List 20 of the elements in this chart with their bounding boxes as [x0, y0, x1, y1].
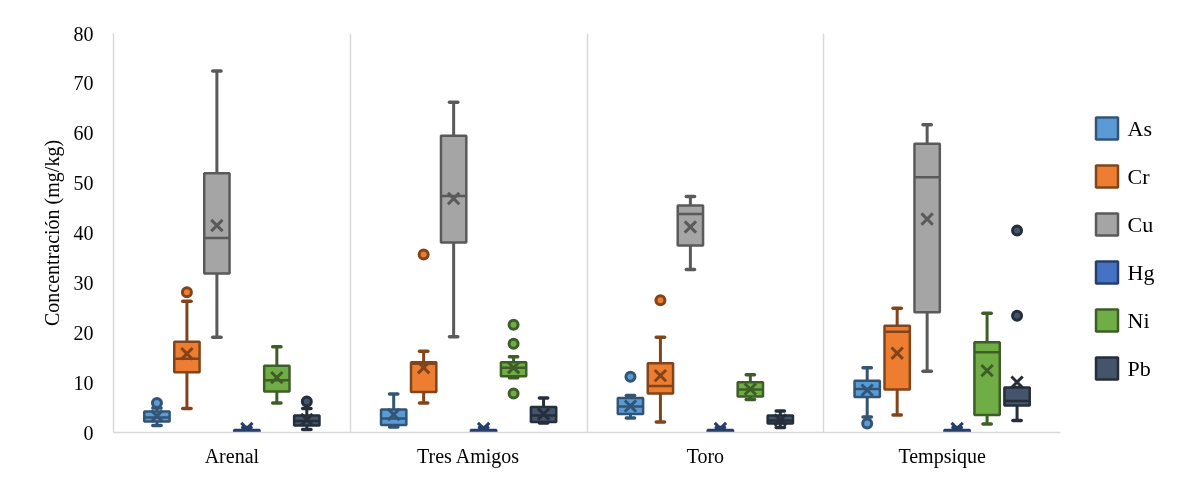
y-tick-label: 40 [73, 222, 94, 244]
legend-label: Hg [1127, 260, 1155, 285]
y-tick-label: 50 [73, 172, 94, 195]
y-axis-title: Concentración (mg/kg) [40, 139, 64, 327]
legend-label: Cr [1127, 164, 1151, 189]
x-tick-label: Arenal [204, 444, 260, 467]
legend-label: Pb [1127, 356, 1151, 381]
y-tick-label: 0 [83, 421, 94, 444]
y-tick-label: 70 [73, 72, 94, 95]
x-tick-label: Tres Amigos [417, 444, 520, 468]
y-tick-label: 30 [73, 271, 94, 294]
y-tick-label: 60 [73, 122, 94, 145]
legend-label: Cu [1127, 212, 1154, 237]
legend-label: Ni [1127, 308, 1150, 333]
y-tick-label: 80 [73, 22, 94, 45]
y-tick-label: 20 [73, 321, 94, 344]
y-tick-label: 10 [73, 371, 94, 394]
legend-label: As [1127, 116, 1152, 141]
x-tick-label: Toro [686, 444, 725, 467]
x-tick-label: Tempsique [898, 444, 986, 468]
